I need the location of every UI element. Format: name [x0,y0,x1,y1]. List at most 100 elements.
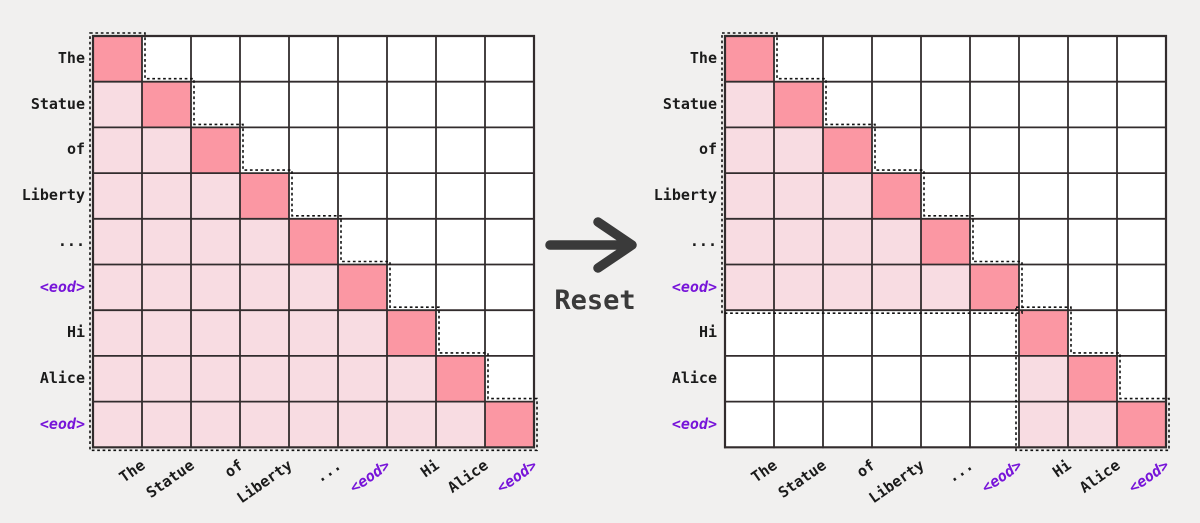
cell-after-reset-2-4 [921,127,970,174]
cell-after-reset-8-1 [774,401,823,448]
cell-after-reset-7-8 [1117,355,1166,402]
col-label-before-reset-2: of [221,456,247,482]
col-label-after-reset-4: ... [943,456,977,487]
cell-after-reset-6-2 [823,310,872,356]
cell-after-reset-3-4 [921,173,970,219]
cell-before-reset-0-1 [142,36,191,82]
cell-after-reset-3-6 [1019,173,1068,219]
cell-before-reset-8-6 [387,401,436,448]
mask-boundary-outline [1015,306,1170,452]
cell-before-reset-7-2 [191,355,240,402]
cell-after-reset-7-2 [823,355,872,402]
cell-before-reset-7-4 [289,355,338,402]
col-label-before-reset-3: Liberty [233,456,296,508]
cell-before-reset-2-0 [93,127,142,174]
cell-after-reset-3-5 [970,173,1019,219]
col-label-before-reset-8: <eod> [493,456,541,497]
row-label-after-reset-2: of [698,140,717,159]
cell-after-reset-4-5 [970,218,1019,265]
cell-before-reset-8-4 [289,401,338,448]
row-label-after-reset-8: <eod> [671,414,717,433]
cell-before-reset-8-8 [485,401,534,448]
row-label-after-reset-0: The [689,49,717,67]
cell-after-reset-8-2 [823,401,872,448]
row-label-before-reset-7: Alice [39,368,85,387]
cell-before-reset-1-5 [338,81,387,128]
cell-after-reset-4-2 [823,218,872,265]
row-label-before-reset-5: <eod> [39,277,85,296]
cell-after-reset-0-2 [823,36,872,82]
cell-before-reset-2-6 [387,127,436,174]
col-label-after-reset-2: of [853,456,879,482]
cell-before-reset-7-6 [387,355,436,402]
cell-after-reset-4-6 [1019,218,1068,265]
cell-before-reset-5-3 [240,264,289,311]
cell-before-reset-4-3 [240,218,289,265]
cell-before-reset-3-2 [191,173,240,219]
cell-after-reset-8-3 [872,401,921,448]
cell-before-reset-2-3 [240,127,289,174]
col-label-after-reset-8: <eod> [1125,456,1173,497]
cell-before-reset-0-5 [338,36,387,82]
cell-after-reset-2-1 [774,127,823,174]
cell-before-reset-8-5 [338,401,387,448]
row-label-before-reset-0: The [57,49,85,67]
cell-after-reset-1-0 [725,81,774,128]
cell-after-reset-2-5 [970,127,1019,174]
attention-grid-after-reset [721,32,1170,452]
cell-before-reset-6-0 [93,310,142,356]
cell-before-reset-4-1 [142,218,191,265]
col-label-after-reset-3: Liberty [865,456,928,508]
row-label-before-reset-4: ... [57,231,85,250]
cell-after-reset-4-7 [1068,218,1117,265]
cell-before-reset-4-7 [436,218,485,265]
row-label-after-reset-6: Hi [698,323,717,342]
cell-after-reset-6-3 [872,310,921,356]
cell-before-reset-8-7 [436,401,485,448]
cell-before-reset-2-5 [338,127,387,174]
cell-before-reset-2-7 [436,127,485,174]
mask-boundary-outline [721,32,1023,314]
cell-after-reset-3-1 [774,173,823,219]
cell-after-reset-4-3 [872,218,921,265]
cell-before-reset-6-4 [289,310,338,356]
cell-after-reset-0-1 [774,36,823,82]
cell-after-reset-0-4 [921,36,970,82]
cell-before-reset-1-3 [240,81,289,128]
col-label-before-reset-4: ... [311,456,345,487]
row-label-after-reset-1: Statue [662,94,717,113]
col-label-before-reset-7: Alice [444,456,492,497]
cell-after-reset-8-5 [970,401,1019,448]
cell-before-reset-8-1 [142,401,191,448]
cell-before-reset-3-0 [93,173,142,219]
col-label-before-reset-6: Hi [417,456,443,482]
cell-before-reset-4-0 [93,218,142,265]
cell-before-reset-1-7 [436,81,485,128]
cell-after-reset-1-6 [1019,81,1068,128]
cell-before-reset-5-0 [93,264,142,311]
cell-before-reset-7-8 [485,355,534,402]
cell-after-reset-4-1 [774,218,823,265]
cell-after-reset-7-1 [774,355,823,402]
cell-before-reset-3-4 [289,173,338,219]
cell-after-reset-7-7 [1068,355,1117,402]
row-label-before-reset-1: Statue [30,94,85,113]
cell-after-reset-6-6 [1019,310,1068,356]
cell-after-reset-7-4 [921,355,970,402]
cell-after-reset-6-0 [725,310,774,356]
cell-before-reset-7-7 [436,355,485,402]
cell-before-reset-4-2 [191,218,240,265]
cell-before-reset-0-3 [240,36,289,82]
cell-after-reset-1-8 [1117,81,1166,128]
cell-after-reset-3-2 [823,173,872,219]
cell-after-reset-8-8 [1117,401,1166,448]
cell-before-reset-1-2 [191,81,240,128]
cell-before-reset-6-7 [436,310,485,356]
cell-after-reset-0-7 [1068,36,1117,82]
cell-before-reset-2-8 [485,127,534,174]
cell-after-reset-3-0 [725,173,774,219]
cell-before-reset-1-6 [387,81,436,128]
cell-before-reset-5-1 [142,264,191,311]
cell-before-reset-4-8 [485,218,534,265]
cell-after-reset-5-3 [872,264,921,311]
